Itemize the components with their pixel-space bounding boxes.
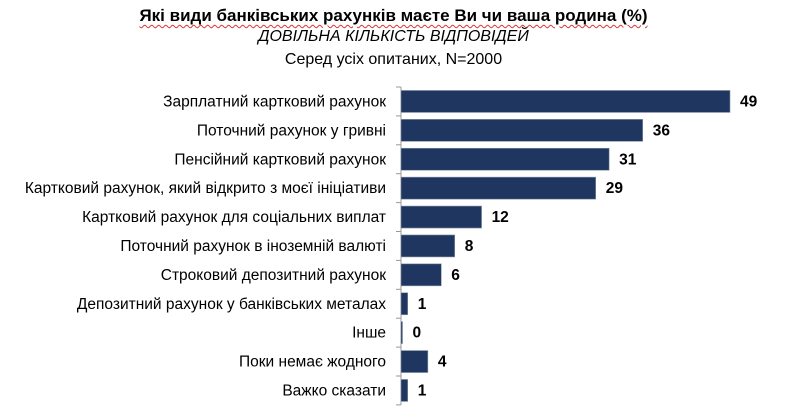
data-label: 6 xyxy=(451,267,460,284)
chart-subtitle: ДОВІЛЬНА КІЛЬКІСТЬ ВІДПОВІДЕЙ xyxy=(258,28,529,45)
bar xyxy=(400,379,409,402)
category-label: Поточний рахунок в іноземній валюті xyxy=(120,238,386,255)
category-label: Картковий рахунок для соціальних виплат xyxy=(82,209,386,226)
bar xyxy=(400,234,456,258)
bar xyxy=(400,292,409,316)
category-label: Зарплатний картковий рахунок xyxy=(163,94,386,111)
bar xyxy=(400,90,731,113)
category-label: Пенсійний картковий рахунок xyxy=(174,151,386,168)
bar xyxy=(400,263,442,287)
category-label: Депозитний рахунок у банківських металах xyxy=(77,296,386,313)
data-label: 31 xyxy=(619,151,637,168)
bar xyxy=(400,350,429,373)
data-label: 4 xyxy=(438,354,447,371)
data-label: 49 xyxy=(740,94,758,111)
bar xyxy=(400,205,482,229)
chart-title: Які види банківських рахунків маєте Ви ч… xyxy=(139,6,648,25)
bar xyxy=(400,147,610,171)
category-label: Строковий депозитний рахунок xyxy=(161,267,386,284)
category-label: Поки немає жодного xyxy=(239,354,386,371)
data-label: 1 xyxy=(418,296,427,313)
category-label: Інше xyxy=(352,325,386,342)
chart-base-note: Серед усіх опитаних, N=2000 xyxy=(284,51,503,68)
data-label: 29 xyxy=(606,180,624,197)
data-label: 12 xyxy=(492,209,509,226)
category-label: Поточний рахунок у гривні xyxy=(197,122,386,139)
data-label: 0 xyxy=(413,325,422,342)
data-label: 8 xyxy=(465,238,474,255)
category-label: Картковий рахунок, який відкрито з моєї … xyxy=(25,180,386,197)
data-label: 36 xyxy=(653,122,671,139)
category-label: Важко сказати xyxy=(282,383,386,400)
bar xyxy=(400,321,403,344)
data-label: 1 xyxy=(418,383,427,400)
bar xyxy=(400,119,644,142)
bar xyxy=(400,176,597,200)
